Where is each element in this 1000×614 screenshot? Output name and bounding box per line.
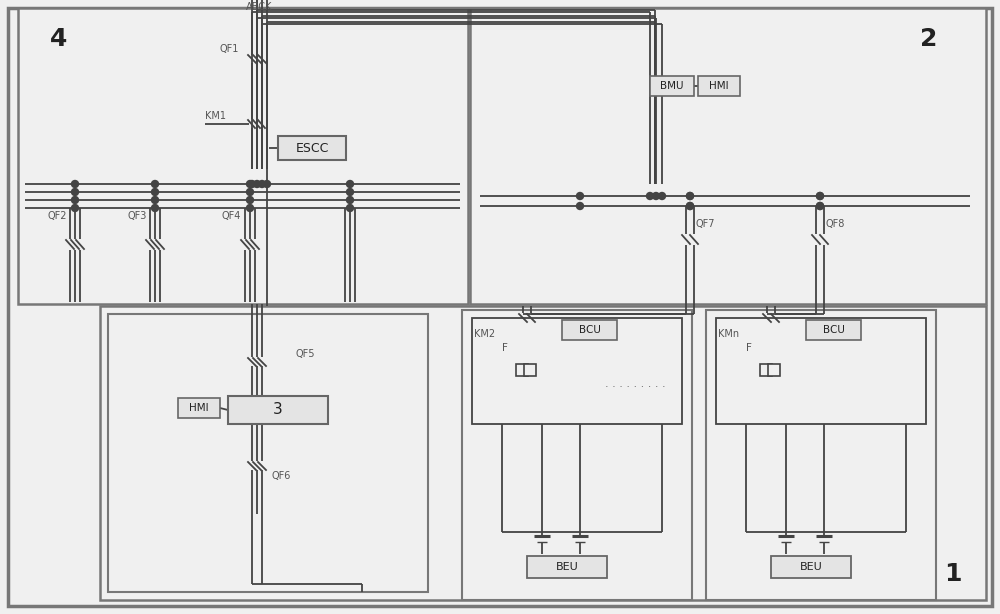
Circle shape xyxy=(254,181,260,187)
Text: KM2: KM2 xyxy=(474,329,495,339)
Bar xyxy=(698,76,740,96)
Bar xyxy=(760,364,772,376)
Text: ESCC: ESCC xyxy=(295,141,329,155)
Text: F: F xyxy=(746,343,752,353)
Bar xyxy=(470,8,986,304)
Circle shape xyxy=(658,193,666,200)
Text: QF7: QF7 xyxy=(695,219,714,229)
Circle shape xyxy=(686,203,694,209)
Circle shape xyxy=(246,204,254,211)
Circle shape xyxy=(816,203,824,209)
Bar xyxy=(516,364,528,376)
Text: QF4: QF4 xyxy=(222,211,241,221)
Bar xyxy=(100,306,986,600)
Circle shape xyxy=(72,181,78,187)
Text: BEU: BEU xyxy=(800,562,822,572)
Bar xyxy=(706,310,936,600)
Bar xyxy=(771,556,851,578)
Circle shape xyxy=(152,188,158,195)
Text: QF3: QF3 xyxy=(127,211,146,221)
Circle shape xyxy=(258,181,266,187)
Bar xyxy=(527,556,607,578)
Circle shape xyxy=(686,193,694,200)
Bar xyxy=(178,398,220,418)
Circle shape xyxy=(152,196,158,203)
Bar xyxy=(462,310,692,600)
Text: HMI: HMI xyxy=(189,403,209,413)
Circle shape xyxy=(246,188,254,195)
Text: KMn: KMn xyxy=(718,329,739,339)
Circle shape xyxy=(264,181,270,187)
Circle shape xyxy=(152,204,158,211)
Text: . . . . . . . . .: . . . . . . . . . xyxy=(605,379,665,389)
Circle shape xyxy=(347,204,354,211)
Bar xyxy=(278,136,346,160)
Circle shape xyxy=(652,193,660,200)
Circle shape xyxy=(686,203,694,209)
Text: KM1: KM1 xyxy=(205,111,226,121)
Text: QF1: QF1 xyxy=(220,44,239,54)
Circle shape xyxy=(816,193,824,200)
Text: BCU: BCU xyxy=(579,325,600,335)
Circle shape xyxy=(347,196,354,203)
Bar xyxy=(108,314,428,592)
Circle shape xyxy=(646,193,654,200)
Bar xyxy=(472,318,682,424)
Bar xyxy=(768,364,780,376)
Bar xyxy=(806,320,861,340)
Bar xyxy=(650,76,694,96)
Circle shape xyxy=(72,196,78,203)
Text: 4: 4 xyxy=(50,27,67,51)
Text: QF6: QF6 xyxy=(272,471,291,481)
Circle shape xyxy=(576,203,584,209)
Text: HMI: HMI xyxy=(709,81,729,91)
Bar xyxy=(716,318,926,424)
Circle shape xyxy=(246,181,254,187)
Bar xyxy=(18,8,468,304)
Circle shape xyxy=(347,188,354,195)
Circle shape xyxy=(72,204,78,211)
Text: BMU: BMU xyxy=(660,81,684,91)
Circle shape xyxy=(816,203,824,209)
Circle shape xyxy=(347,181,354,187)
Text: 1: 1 xyxy=(944,562,962,586)
Bar xyxy=(228,396,328,424)
Circle shape xyxy=(576,193,584,200)
Circle shape xyxy=(72,188,78,195)
Text: F: F xyxy=(502,343,508,353)
Text: 3: 3 xyxy=(273,403,283,418)
Circle shape xyxy=(248,181,256,187)
Circle shape xyxy=(686,193,694,200)
Bar xyxy=(562,320,617,340)
Text: 2: 2 xyxy=(920,27,937,51)
Bar xyxy=(524,364,536,376)
Text: ABCK: ABCK xyxy=(246,2,272,12)
Text: BCU: BCU xyxy=(823,325,844,335)
Text: QF2: QF2 xyxy=(47,211,66,221)
Circle shape xyxy=(816,193,824,200)
Circle shape xyxy=(246,196,254,203)
Circle shape xyxy=(152,181,158,187)
Text: QF8: QF8 xyxy=(825,219,844,229)
Text: QF5: QF5 xyxy=(295,349,314,359)
Text: BEU: BEU xyxy=(556,562,578,572)
